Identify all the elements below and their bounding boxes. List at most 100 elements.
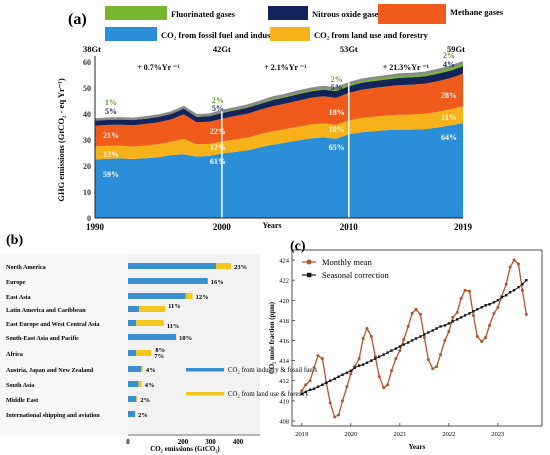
area-series-1: [95, 106, 463, 160]
category-label-1: Europe: [6, 279, 26, 286]
bar-1-3: [139, 306, 166, 312]
point-c-0-39: [459, 296, 463, 300]
total-label-1: 42Gt: [213, 44, 231, 54]
point-c-1-34: [439, 325, 442, 328]
point-c-0-22: [390, 369, 394, 373]
point-c-1-43: [476, 308, 479, 311]
growth-rate-2: + 21.3%Yr ⁻¹: [383, 63, 430, 72]
share-nitrous-3: 4%: [443, 60, 455, 69]
share-fluorinated-3: 2%: [443, 51, 455, 60]
x-tick-b-1: 200: [178, 438, 189, 446]
point-c-0-46: [488, 323, 492, 327]
point-c-1-48: [496, 299, 500, 302]
share-landuse-1: 12%: [210, 143, 226, 152]
point-c-0-35: [443, 339, 447, 343]
point-c-1-50: [505, 294, 508, 297]
y-tick-c-6: 420: [279, 298, 289, 305]
point-c-0-42: [471, 313, 475, 317]
category-label-7: Austria, Japan and New Zealand: [6, 367, 94, 374]
point-c-0-38: [455, 310, 459, 314]
point-c-0-44: [480, 340, 484, 344]
value-label-1: 16%: [211, 279, 224, 286]
point-c-1-19: [378, 355, 381, 358]
legend-c-label-1: Seasonal correction: [322, 270, 390, 280]
point-c-0-20: [382, 386, 386, 390]
x-label-a: Years: [262, 221, 281, 230]
value-label-3: 11%: [168, 303, 181, 310]
category-label-8: South Asia: [6, 382, 34, 389]
point-c-0-31: [426, 358, 430, 362]
category-label-3: Latin America and Caribbean: [6, 307, 86, 314]
point-c-1-21: [386, 351, 389, 354]
panel-label-b: (b): [6, 233, 23, 248]
bar-1-9: [136, 396, 138, 402]
point-c-0-52: [512, 258, 516, 262]
point-c-0-23: [394, 357, 398, 361]
point-c-0-10: [340, 399, 344, 403]
point-c-1-33: [435, 327, 438, 330]
growth-rate-1: + 2.1%Yr ⁻¹: [264, 63, 307, 72]
y-tick-c-0: 408: [279, 418, 289, 425]
category-label-4: East Europe and West Central Asia: [6, 321, 99, 328]
point-c-1-22: [390, 349, 393, 352]
area-series-3: [95, 66, 463, 126]
legend-label-2: Methane gases: [450, 7, 504, 17]
share-methane-0: 21%: [103, 131, 119, 140]
label-bg-b: [0, 254, 128, 435]
x-tick-b-2: 300: [205, 438, 216, 446]
bar-1-2: [185, 293, 193, 299]
point-c-1-51: [508, 291, 512, 294]
point-c-0-28: [414, 307, 418, 311]
point-c-0-5: [320, 357, 324, 361]
category-label-2: East Asia: [6, 294, 31, 301]
total-label-0: 38Gt: [83, 44, 101, 54]
legend-c-label-0: Monthly mean: [322, 257, 373, 267]
bar-0-9: [128, 396, 137, 402]
y-tick-c-5: 418: [279, 318, 289, 325]
category-label-0: North America: [6, 264, 46, 271]
point-c-0-15: [361, 337, 365, 341]
legend-swatch-4: [270, 27, 310, 41]
legend-c-marker-0: [306, 259, 312, 265]
value-label-0: 23%: [234, 264, 247, 271]
x-tick-c-3: 2022: [442, 431, 455, 438]
point-c-1-37: [451, 320, 454, 323]
y-tick-a-6: 60: [83, 58, 91, 67]
share-methane-2: 18%: [329, 108, 345, 117]
point-c-0-29: [418, 312, 422, 316]
bar-0-5: [128, 334, 177, 340]
point-c-1-46: [488, 303, 491, 306]
point-c-1-10: [341, 373, 344, 376]
share-fossil-1: 61%: [210, 157, 226, 166]
y-tick-a-3: 30: [83, 136, 91, 145]
point-c-0-34: [439, 353, 443, 357]
bar-1-0: [216, 263, 232, 269]
point-c-1-41: [468, 312, 471, 315]
x-tick-a-0: 1990: [86, 222, 105, 230]
point-c-1-38: [455, 318, 459, 321]
point-c-1-12: [349, 369, 353, 372]
x-tick-a-2: 2010: [340, 222, 359, 230]
bar-0-10: [128, 411, 136, 417]
series-line-c-0: [301, 259, 527, 418]
point-c-1-26: [406, 341, 410, 344]
point-c-0-36: [447, 329, 451, 333]
y-tick-a-2: 20: [83, 162, 91, 171]
y-tick-c-3: 414: [279, 358, 290, 365]
point-c-0-37: [451, 315, 455, 319]
point-c-1-39: [459, 316, 463, 319]
y-tick-a-1: 10: [83, 188, 91, 197]
point-c-0-32: [431, 367, 435, 371]
legend-b-label-1: CO₂ from land use & forestry: [228, 391, 309, 398]
point-c-0-55: [524, 312, 528, 316]
point-c-0-4: [316, 354, 320, 358]
x-label-c: Years: [409, 443, 426, 451]
value-label-11: 2%: [138, 412, 148, 419]
point-c-1-5: [321, 383, 324, 386]
point-c-1-6: [325, 381, 328, 384]
point-c-0-2: [308, 379, 312, 383]
point-c-1-53: [517, 286, 520, 289]
bar-0-8: [128, 381, 139, 387]
plot-bg-b: [128, 254, 260, 435]
point-c-0-3: [312, 366, 316, 370]
